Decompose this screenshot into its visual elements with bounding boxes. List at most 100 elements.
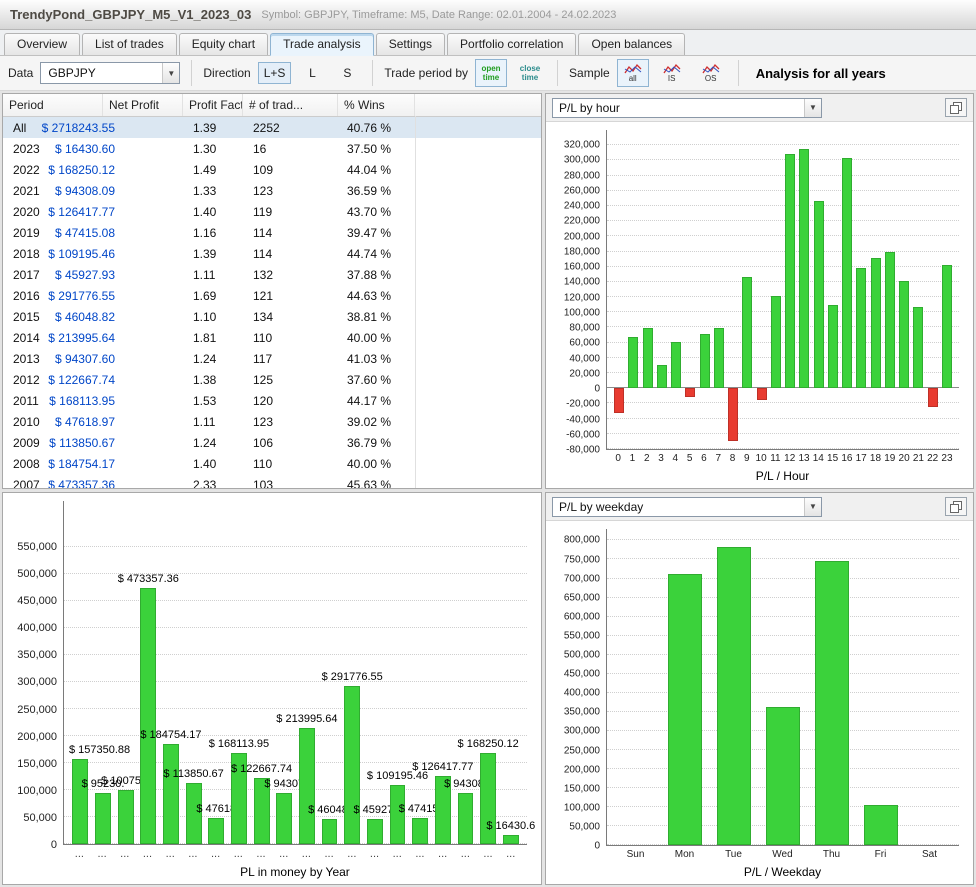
tab-settings[interactable]: Settings bbox=[375, 33, 446, 55]
table-cell: 1.39 bbox=[193, 120, 217, 135]
symbol-dropdown[interactable]: GBPJPY ▼ bbox=[40, 62, 181, 84]
tab-list-of-trades[interactable]: List of trades bbox=[82, 33, 177, 55]
bar-value-label: $ 46048. bbox=[308, 804, 351, 817]
x-tick-label: ... bbox=[256, 848, 266, 860]
chart-bar bbox=[814, 561, 849, 845]
close-time-button[interactable]: close time bbox=[514, 59, 546, 87]
chart-bar bbox=[699, 334, 710, 389]
column-header[interactable]: Net Profit bbox=[103, 94, 183, 116]
toolbar-separator bbox=[372, 60, 374, 86]
table-row[interactable]: 2022 $ 168250.12 1.49 109 44.04 % bbox=[3, 159, 541, 180]
chart-type-select-weekday[interactable]: P/L by weekday ▼ bbox=[552, 496, 822, 517]
gridline bbox=[607, 311, 959, 313]
y-tick-label: 650,000 bbox=[563, 592, 600, 604]
column-header[interactable]: # of trad... bbox=[243, 94, 338, 116]
sample-out-of-sample-button[interactable]: OS bbox=[695, 59, 727, 87]
table-row[interactable]: 2021 $ 94308.09 1.33 123 36.59 % bbox=[3, 180, 541, 201]
table-cell: 2015 bbox=[13, 309, 40, 324]
popout-chart-button[interactable] bbox=[945, 98, 967, 117]
tab-open-balances[interactable]: Open balances bbox=[578, 33, 686, 55]
x-tick-label: 14 bbox=[812, 453, 824, 464]
table-row[interactable]: 2016 $ 291776.55 1.69 121 44.63 % bbox=[3, 285, 541, 306]
table-row[interactable]: 2018 $ 109195.46 1.39 114 44.74 % bbox=[3, 243, 541, 264]
table-row[interactable]: 2011 $ 168113.95 1.53 120 44.17 % bbox=[3, 390, 541, 411]
direction-short-button[interactable]: S bbox=[333, 62, 361, 84]
table-cell: 1.53 bbox=[193, 393, 217, 408]
table-cell: 41.03 % bbox=[347, 351, 392, 366]
table-cell: $ 47415.08 bbox=[54, 225, 115, 240]
chart-bar bbox=[366, 819, 383, 844]
chart-bar bbox=[728, 388, 739, 442]
table-cell: 2009 bbox=[13, 435, 40, 450]
open-time-button[interactable]: open time bbox=[475, 59, 508, 87]
chart-bar bbox=[412, 818, 429, 844]
table-cell: 2.33 bbox=[193, 477, 217, 489]
chart-bar bbox=[756, 388, 767, 400]
y-tick-label: 600,000 bbox=[563, 611, 600, 623]
gridline bbox=[607, 174, 959, 176]
column-header[interactable]: Period bbox=[3, 94, 103, 116]
x-tick-label: 7 bbox=[715, 453, 721, 464]
chart-type-select-hour[interactable]: P/L by hour ▼ bbox=[552, 97, 822, 118]
table-cell: All bbox=[13, 120, 27, 135]
y-tick-label: 300,000 bbox=[17, 676, 57, 689]
x-tick-label: 9 bbox=[744, 453, 750, 464]
y-tick-label: -40,000 bbox=[566, 414, 600, 426]
table-row[interactable]: 2014 $ 213995.64 1.81 110 40.00 % bbox=[3, 327, 541, 348]
table-column-divider bbox=[415, 116, 416, 488]
y-tick-label: 0 bbox=[594, 383, 600, 395]
table-cell: 36.79 % bbox=[347, 435, 392, 450]
table-row[interactable]: 2023 $ 16430.60 1.30 16 37.50 % bbox=[3, 138, 541, 159]
x-tick-label: 12 bbox=[784, 453, 796, 464]
sample-in-sample-button[interactable]: IS bbox=[656, 59, 688, 87]
pl-by-hour-panel: P/L by hour ▼ -80,000 -60,000 -40,000 -20,0… bbox=[545, 93, 974, 489]
x-tick-label: 23 bbox=[941, 453, 953, 464]
tab-trade-analysis[interactable]: Trade analysis bbox=[270, 33, 374, 56]
column-header[interactable]: % Wins bbox=[338, 94, 415, 116]
y-tick-label: 100,000 bbox=[17, 784, 57, 797]
table-row[interactable]: 2015 $ 46048.82 1.10 134 38.81 % bbox=[3, 306, 541, 327]
table-row[interactable]: 2019 $ 47415.08 1.16 114 39.47 % bbox=[3, 222, 541, 243]
direction-long-button[interactable]: L bbox=[298, 62, 326, 84]
popout-chart-button[interactable] bbox=[945, 497, 967, 516]
x-tick-label: 8 bbox=[729, 453, 736, 464]
y-tick-label: -20,000 bbox=[566, 398, 600, 410]
table-cell: 37.50 % bbox=[347, 141, 392, 156]
gridline bbox=[64, 734, 527, 736]
table-row[interactable]: 2007 $ 473357.36 2.33 103 45.63 % bbox=[3, 474, 541, 489]
y-tick-label: 50,000 bbox=[23, 811, 57, 824]
tab-overview[interactable]: Overview bbox=[4, 33, 81, 55]
x-tick-label: 15 bbox=[827, 453, 839, 464]
gridline bbox=[64, 788, 527, 790]
table-cell: 40.00 % bbox=[347, 456, 392, 471]
table-cell: $ 109195.46 bbox=[48, 246, 115, 261]
y-tick-label: 700,000 bbox=[563, 573, 600, 585]
direction-long-short-button[interactable]: L+S bbox=[257, 62, 292, 84]
x-tick-label: 13 bbox=[798, 453, 810, 464]
table-row[interactable]: 2012 $ 122667.74 1.38 125 37.60 % bbox=[3, 369, 541, 390]
column-header[interactable]: Profit Factor bbox=[183, 94, 243, 116]
y-tick-label: 150,000 bbox=[17, 757, 57, 770]
chart-bar bbox=[713, 327, 724, 389]
x-tick-label: ... bbox=[165, 848, 175, 860]
bar-value-label: $ 126417.77 bbox=[412, 760, 474, 773]
chart-bar bbox=[185, 782, 202, 844]
table-row[interactable]: 2013 $ 94307.60 1.24 117 41.03 % bbox=[3, 348, 541, 369]
table-row[interactable]: 2020 $ 126417.77 1.40 119 43.70 % bbox=[3, 201, 541, 222]
table-row[interactable]: All $ 2718243.55 1.39 2252 40.76 % bbox=[3, 117, 541, 138]
chart-bar bbox=[208, 818, 225, 844]
table-row[interactable]: 2017 $ 45927.93 1.11 132 37.88 % bbox=[3, 264, 541, 285]
tab-equity-chart[interactable]: Equity chart bbox=[178, 33, 269, 55]
sample-all-button[interactable]: all bbox=[616, 59, 649, 87]
table-cell: 1.24 bbox=[193, 351, 217, 366]
chart-bar bbox=[253, 777, 270, 844]
table-row[interactable]: 2008 $ 184754.17 1.40 110 40.00 % bbox=[3, 453, 541, 474]
table-row[interactable]: 2010 $ 47618.97 1.11 123 39.02 % bbox=[3, 411, 541, 432]
table-cell: $ 94308.09 bbox=[54, 183, 115, 198]
chart-bar bbox=[434, 775, 451, 844]
tab-portfolio-correlation[interactable]: Portfolio correlation bbox=[447, 33, 577, 55]
table-cell: 2017 bbox=[13, 267, 40, 282]
table-row[interactable]: 2009 $ 113850.67 1.24 106 36.79 % bbox=[3, 432, 541, 453]
table-cell: 44.63 % bbox=[347, 288, 392, 303]
